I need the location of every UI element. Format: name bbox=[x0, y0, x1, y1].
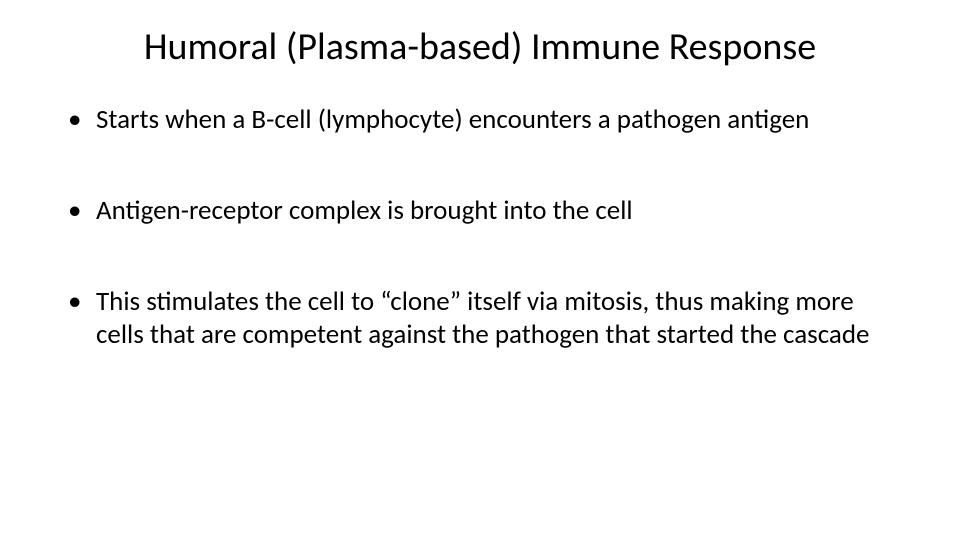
slide-title: Humoral (Plasma-based) Immune Response bbox=[40, 24, 920, 70]
list-item: This stimulates the cell to “clone” itse… bbox=[96, 286, 896, 352]
bullet-text: Starts when a B-cell (lymphocyte) encoun… bbox=[96, 103, 809, 136]
list-item: Starts when a B-cell (lymphocyte) encoun… bbox=[96, 104, 896, 137]
bullet-text: This stimulates the cell to “clone” itse… bbox=[96, 285, 869, 351]
slide: Humoral (Plasma-based) Immune Response S… bbox=[0, 0, 960, 540]
bullet-list: Starts when a B-cell (lymphocyte) encoun… bbox=[40, 104, 920, 352]
bullet-text: Antigen-receptor complex is brought into… bbox=[96, 194, 633, 227]
list-item: Antigen-receptor complex is brought into… bbox=[96, 195, 896, 228]
